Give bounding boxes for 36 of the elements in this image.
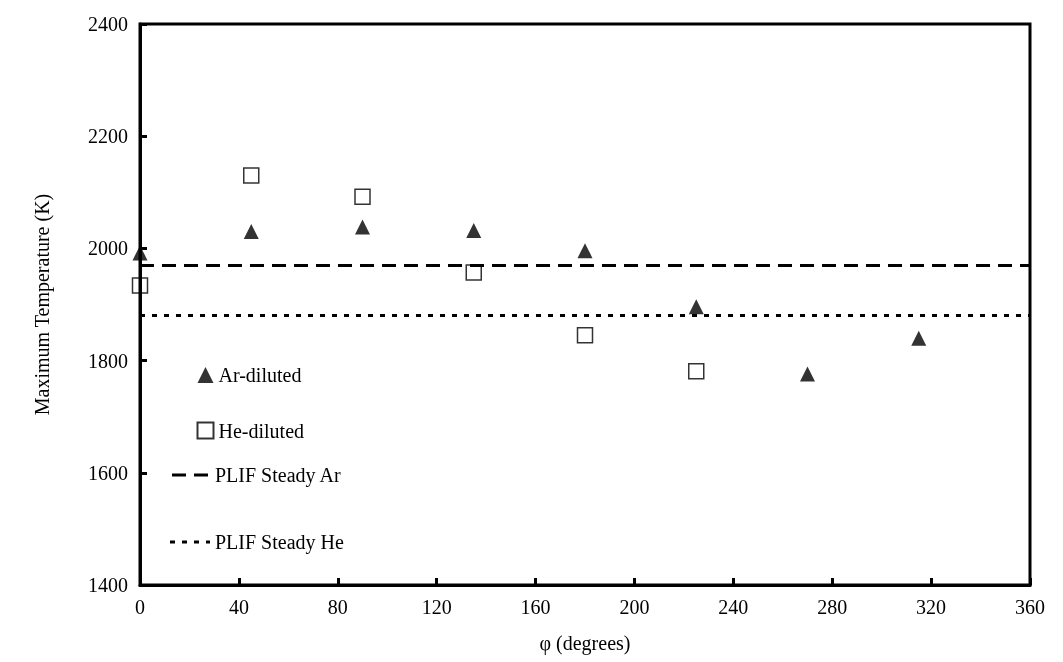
- x-tick-label: 240: [718, 596, 749, 618]
- point: [466, 222, 482, 238]
- y-tick-label: 1400: [88, 574, 128, 596]
- point: [688, 299, 704, 315]
- point: [132, 245, 148, 261]
- x-tick-label: 280: [817, 596, 848, 618]
- y-tick-label: 2400: [88, 13, 128, 35]
- x-tick-label: 360: [1015, 596, 1045, 618]
- x-tick-label: 160: [520, 596, 551, 618]
- legend-label: PLIF Steady Ar: [215, 464, 341, 487]
- point: [576, 327, 594, 344]
- legend-label: Ar-diluted: [218, 364, 302, 386]
- point: [465, 264, 482, 281]
- point: [243, 167, 260, 184]
- point: [354, 188, 371, 206]
- point: [355, 219, 370, 235]
- legend-label: PLIF Steady He: [215, 531, 344, 554]
- point: [688, 363, 705, 380]
- x-axis-title: φ (degrees): [539, 632, 631, 655]
- y-tick-label: 2200: [88, 125, 128, 148]
- y-tick-label: 2000: [88, 237, 128, 260]
- x-tick-label: 0: [135, 596, 145, 618]
- x-tick-label: 120: [421, 596, 452, 618]
- point: [911, 330, 927, 346]
- y-axis-title: Maximum Temperature (K): [31, 193, 54, 416]
- y-tick-label: 1800: [88, 349, 128, 372]
- x-tick-label: 320: [916, 596, 947, 618]
- y-tick-label: 1600: [88, 461, 128, 484]
- point: [800, 366, 815, 382]
- point: [131, 277, 149, 294]
- x-tick-label: 40: [228, 596, 249, 618]
- x-tick-label: 80: [327, 596, 348, 618]
- x-tick-label: 200: [619, 596, 650, 618]
- point: [577, 243, 593, 259]
- point: [243, 224, 259, 240]
- legend-label: He-diluted: [218, 419, 305, 442]
